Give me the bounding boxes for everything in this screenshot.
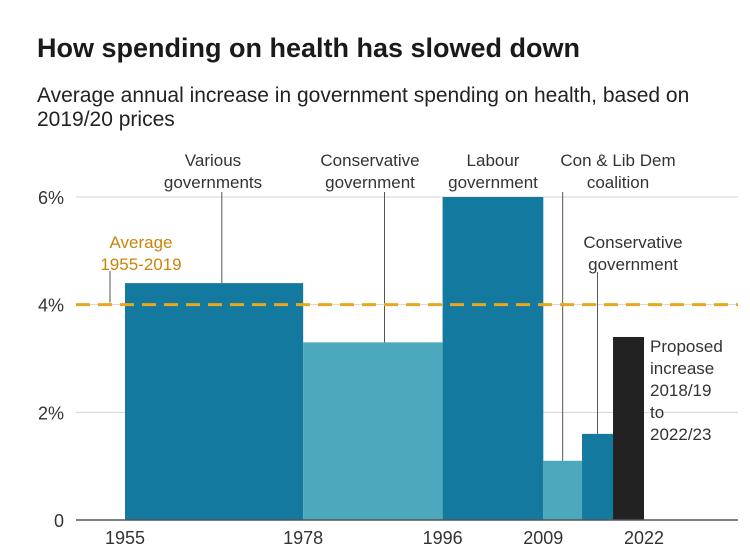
x-tick-label-2009: 2009 <box>523 528 563 548</box>
average-label: Average 1955-2019 <box>100 233 181 274</box>
bar-0 <box>125 283 304 520</box>
x-tick-label-1978: 1978 <box>283 528 323 548</box>
period-label-3: Con & Lib Dem coalition <box>560 151 675 192</box>
x-tick-label-2022: 2022 <box>624 528 664 548</box>
bars <box>125 197 644 520</box>
bar-4 <box>582 433 614 520</box>
y-tick-label-0: 0 <box>54 511 64 531</box>
y-tick-label-2: 2% <box>38 403 64 423</box>
bar-2 <box>442 197 544 520</box>
y-tick-label-6: 6% <box>38 188 64 208</box>
chart-title: How spending on health has slowed down <box>37 33 581 63</box>
period-label-4: Conservative government <box>583 233 682 274</box>
period-label-1: Conservative government <box>320 151 419 192</box>
x-tick-label-1955: 1955 <box>105 528 145 548</box>
label-pointers <box>109 192 599 461</box>
y-tick-label-4: 4% <box>38 296 64 316</box>
annotations: Average 1955-2019 Various governments Conser… <box>100 151 722 444</box>
period-label-2: Labour government <box>448 151 538 192</box>
period-label-5: Proposed increase 2018/19 to 2022/23 <box>650 337 723 444</box>
x-tick-label-1996: 1996 <box>423 528 463 548</box>
bar-3 <box>543 460 583 520</box>
chart-subtitle: Average annual increase in government sp… <box>37 84 690 131</box>
bar-1 <box>303 342 443 520</box>
bar-5 <box>613 336 644 520</box>
period-label-0: Various governments <box>164 151 262 192</box>
axes: 0 2% 4% 6% 1955 1978 1996 2009 2022 <box>38 188 738 548</box>
